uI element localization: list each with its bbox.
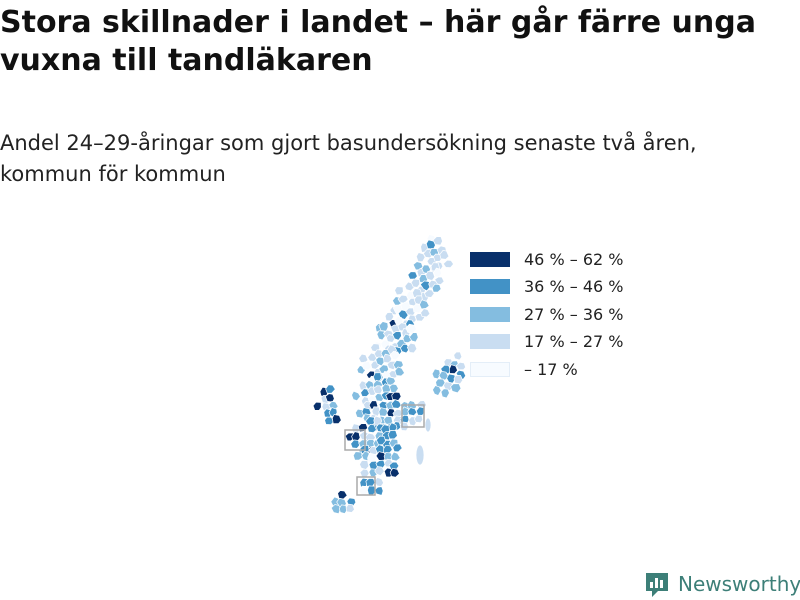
municipality-region: [390, 399, 403, 409]
municipality-region: [360, 388, 370, 397]
municipality-region: [325, 384, 336, 394]
municipality-region: [455, 361, 466, 371]
legend-item-under-17: – 17 %: [470, 358, 730, 380]
municipality-region: [351, 390, 361, 402]
inset-markers: [344, 404, 425, 496]
municipality-region: [345, 503, 355, 513]
municipality-region: [406, 342, 418, 354]
municipality-region: [449, 364, 458, 374]
legend-item-27-36: 27 % – 36 %: [470, 303, 730, 325]
municipality-region: [361, 361, 372, 371]
municipality-region: [389, 383, 399, 394]
municipality-region: [431, 368, 441, 380]
municipality-region: [372, 372, 382, 382]
legend-label: 27 % – 36 %: [524, 305, 624, 324]
municipality-region: [338, 504, 348, 515]
municipality-region: [407, 271, 418, 280]
municipality-region: [374, 466, 385, 477]
municipality-region: [439, 249, 450, 260]
municipality-region: [394, 366, 405, 377]
municipality-region: [387, 430, 398, 440]
municipality-region: [359, 468, 370, 478]
municipality-region: [312, 401, 322, 411]
legend-label: 46 % – 62 %: [524, 250, 624, 269]
municipality-region: [374, 486, 384, 496]
municipality-region: [392, 331, 402, 341]
municipality-region: [389, 467, 400, 478]
municipality-region: [389, 351, 401, 361]
municipality-region: [358, 485, 369, 497]
municipality-region: [350, 439, 361, 449]
municipality-region: [331, 414, 342, 424]
bar-chart-icon: [646, 573, 668, 597]
municipality-region: [391, 391, 402, 401]
municipality-region: [394, 286, 404, 296]
legend-swatch: [470, 362, 510, 377]
island-region: [415, 444, 425, 466]
municipality-region: [420, 308, 431, 318]
municipality-region: [432, 385, 442, 396]
municipality-region: [390, 451, 401, 462]
municipality-region: [442, 259, 454, 268]
municipality-region: [371, 406, 381, 417]
inset-marker: [401, 404, 425, 428]
legend-swatch: [470, 279, 510, 294]
legend-item-46-62: 46 % – 62 %: [470, 248, 730, 270]
legend-item-36-46: 36 % – 46 %: [470, 275, 730, 297]
chart-title: Stora skillnader i landet – här går färr…: [0, 5, 756, 78]
municipality-region: [402, 333, 413, 343]
municipality-region: [365, 478, 376, 488]
municipality-region: [419, 299, 430, 310]
municipality-region: [446, 373, 456, 384]
newsworthy-logo: Newsworthy: [644, 570, 800, 600]
inset-marker: [356, 476, 376, 496]
municipality-region: [359, 460, 370, 470]
municipality-region: [373, 477, 384, 487]
municipality-region: [337, 490, 348, 500]
inset-marker: [344, 429, 366, 451]
chart-subtitle: Andel 24–29-åringar som gjort basundersö…: [0, 131, 697, 186]
municipality-region: [324, 416, 335, 425]
municipality-region: [424, 289, 435, 298]
municipality-region: [435, 378, 446, 388]
municipality-region: [375, 435, 386, 446]
legend-item-17-27: 17 % – 27 %: [470, 330, 730, 352]
municipality-region: [358, 353, 369, 363]
municipality-region: [438, 370, 450, 381]
municipality-region: [392, 443, 403, 453]
municipality-region: [440, 388, 450, 399]
municipality-region: [414, 414, 424, 424]
municipality-region: [450, 383, 462, 394]
legend-label: 17 % – 27 %: [524, 332, 624, 351]
municipality-region: [378, 407, 389, 417]
legend-swatch: [470, 252, 510, 267]
municipality-region: [399, 343, 411, 354]
municipality-region: [359, 477, 369, 488]
municipality-region: [407, 407, 418, 416]
choropleth-map: [312, 234, 467, 515]
municipality-region: [324, 393, 335, 403]
municipality-region: [442, 381, 454, 392]
municipality-region: [434, 276, 445, 285]
legend-swatch: [470, 307, 510, 322]
municipality-region: [453, 375, 464, 385]
municipality-region: [432, 236, 443, 246]
legend-label: 36 % – 46 %: [524, 277, 624, 296]
municipality-region: [453, 351, 463, 361]
logo-text: Newsworthy: [678, 572, 800, 596]
legend-label: – 17 %: [524, 360, 578, 379]
island-region: [424, 417, 432, 433]
municipality-region: [408, 332, 419, 343]
municipality-regions: [312, 234, 467, 515]
municipality-region: [367, 424, 377, 433]
legend-swatch: [470, 334, 510, 349]
